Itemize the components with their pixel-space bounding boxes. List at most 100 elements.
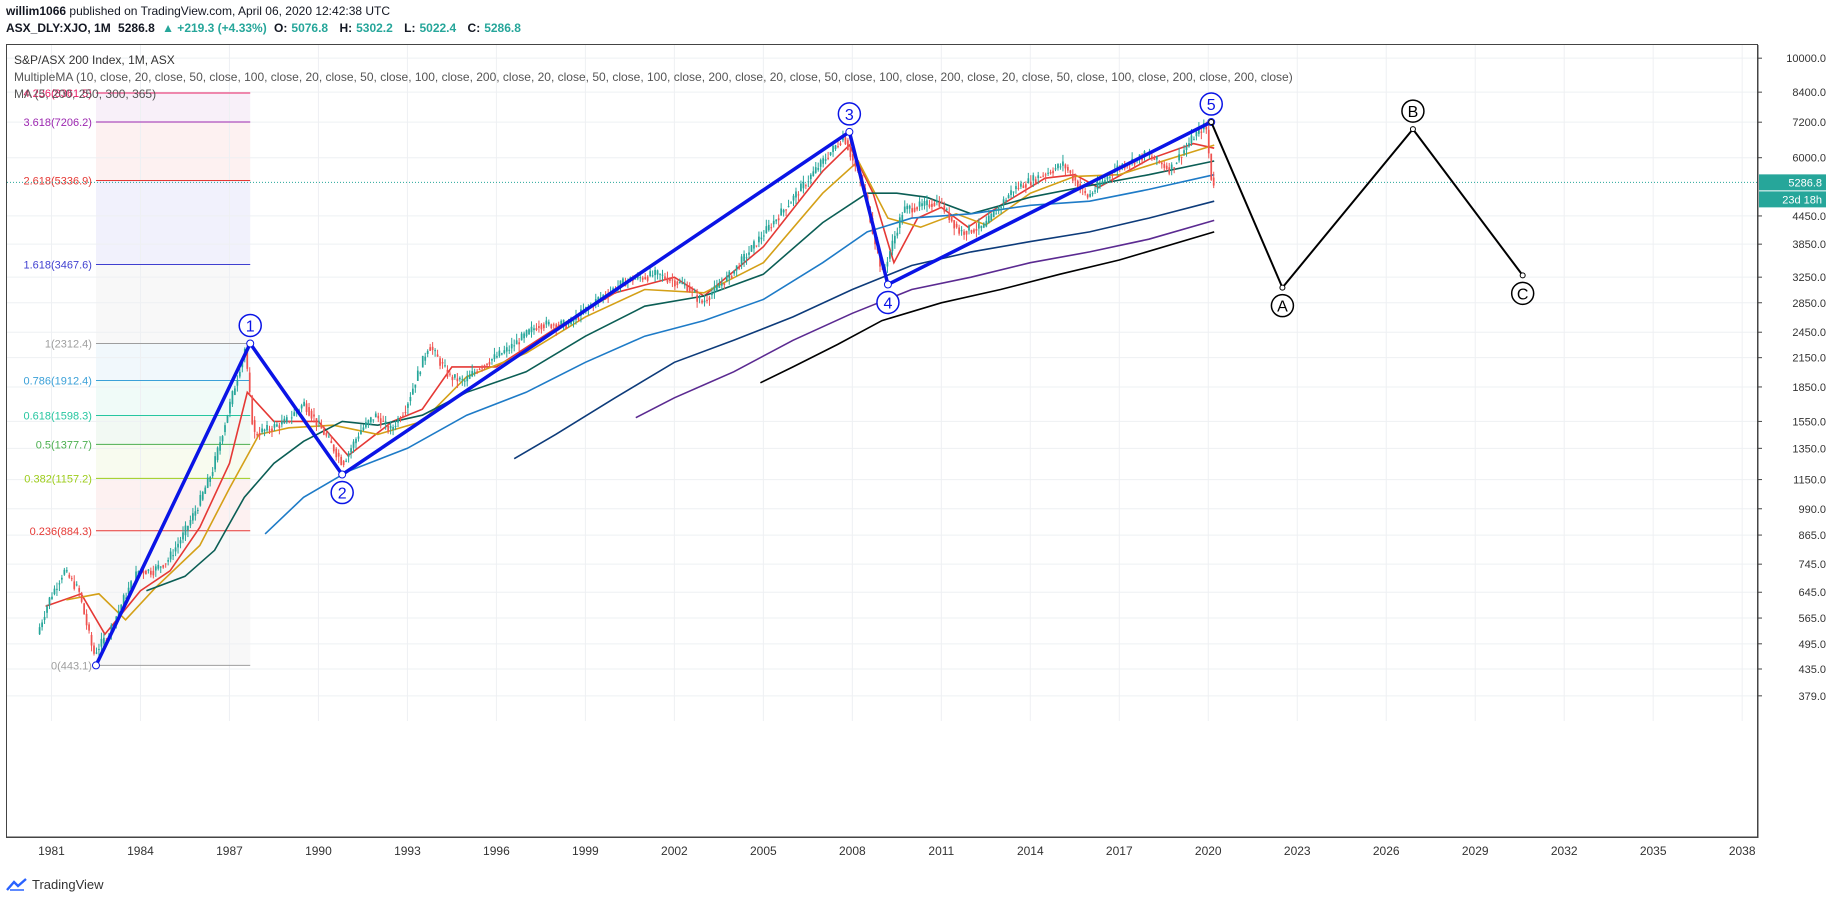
candle-body (1057, 164, 1059, 169)
wave-label-circle (876, 290, 900, 315)
candle-body (1027, 178, 1030, 183)
wave-label-circle (330, 480, 354, 505)
price-axis-label: 990.0 (1798, 504, 1826, 516)
legend-title[interactable]: S&P/ASX 200 Index, 1M, ASX (14, 53, 175, 67)
candle-body (100, 638, 103, 647)
candle-body (545, 320, 548, 325)
candle-body (1094, 190, 1096, 192)
candle-body (1106, 176, 1109, 180)
time-axis-label: 2029 (1462, 844, 1489, 858)
wave-label-2: 2 (338, 486, 347, 503)
candle-body (1032, 175, 1035, 181)
candle-body (664, 276, 666, 279)
wave-label-4: 4 (883, 295, 892, 312)
candle-body (1002, 199, 1005, 205)
fib-band (95, 343, 251, 381)
candle-body (538, 326, 540, 329)
candle-body (1037, 175, 1040, 179)
candle-body (750, 245, 753, 252)
candle-body (723, 283, 726, 286)
candle-body (622, 278, 624, 285)
candle-body (199, 494, 202, 506)
candle-body (98, 648, 100, 650)
candle-body (340, 456, 343, 465)
candle-body (542, 324, 545, 329)
candle-body (921, 203, 923, 207)
candle-body (706, 299, 708, 302)
candle-body (414, 384, 417, 388)
candle-body (449, 373, 451, 375)
candle-body (1049, 171, 1052, 174)
legend-ma[interactable]: MA (5, 200, 250, 300, 365) (14, 87, 157, 101)
candle-body (785, 209, 787, 211)
ohlc-low: L: 5022.4 (404, 21, 457, 35)
time-axis-label: 2026 (1373, 844, 1400, 858)
candle-body (968, 225, 970, 231)
abc-projection-line (1210, 121, 1524, 289)
candle-body (157, 564, 160, 569)
candle-body (800, 183, 802, 192)
candle-body (251, 396, 254, 425)
candle-body (261, 428, 263, 433)
candle-body (669, 278, 671, 281)
legend-multiple-ma[interactable]: MultipleMA (10, close, 20, close, 50, cl… (14, 70, 1293, 84)
candle-body (748, 252, 750, 255)
tradingview-footer[interactable]: TradingView (6, 877, 104, 892)
candle-body (847, 140, 849, 151)
candle-body (503, 350, 506, 354)
candle-body (461, 379, 464, 381)
price-axis-label: 1150.0 (1793, 475, 1826, 487)
candle-body (211, 472, 214, 477)
candle-body (933, 203, 936, 207)
candle-body (164, 563, 167, 565)
candle-body (266, 425, 268, 431)
candle-body (308, 407, 310, 416)
countdown-tag-label: 23d 18h (1782, 194, 1822, 206)
candle-body (740, 256, 743, 265)
candle-body (938, 201, 941, 207)
candle-body (78, 588, 81, 592)
candle-body (809, 174, 812, 180)
candle-body (510, 343, 513, 349)
candle-body (1195, 131, 1198, 137)
candle-body (439, 358, 441, 366)
candle-body (496, 356, 498, 358)
candle-body (394, 425, 397, 427)
candle-body (898, 217, 901, 228)
candle-body (500, 353, 503, 355)
candle-body (1180, 156, 1183, 158)
candle-body (73, 581, 76, 589)
candle-body (674, 280, 676, 287)
candle-body (63, 569, 66, 575)
candle-body (849, 147, 852, 157)
candle-body (619, 280, 622, 287)
candle-body (135, 571, 137, 580)
candle-body (278, 425, 281, 428)
candle-body (518, 342, 521, 345)
candle-body (83, 603, 85, 615)
candle-body (419, 372, 422, 375)
candle-body (980, 225, 983, 229)
candle-body (374, 413, 377, 418)
price-axis-label: 645.0 (1798, 587, 1826, 599)
candle-body (908, 205, 911, 209)
candle-body (765, 226, 768, 234)
price-axis-label: 8400.0 (1792, 87, 1826, 99)
candle-body (1064, 164, 1067, 169)
candle-body (950, 216, 953, 222)
author-name[interactable]: willim1066 (6, 4, 67, 18)
ohlc-high: H: 5302.2 (339, 21, 393, 35)
candle-body (342, 460, 345, 466)
candle-body (1089, 193, 1091, 197)
abc-label-A: A (1277, 299, 1288, 316)
candle-body (357, 436, 360, 439)
candle-body (987, 215, 990, 224)
fib-level-label: 3.618(7206.2) (23, 117, 92, 129)
candle-body (716, 285, 718, 291)
candle-body (192, 513, 194, 521)
candle-body (201, 492, 204, 500)
fib-level-label: 0.786(1912.4) (23, 375, 92, 387)
candle-body (666, 277, 669, 283)
candle-body (369, 417, 372, 423)
